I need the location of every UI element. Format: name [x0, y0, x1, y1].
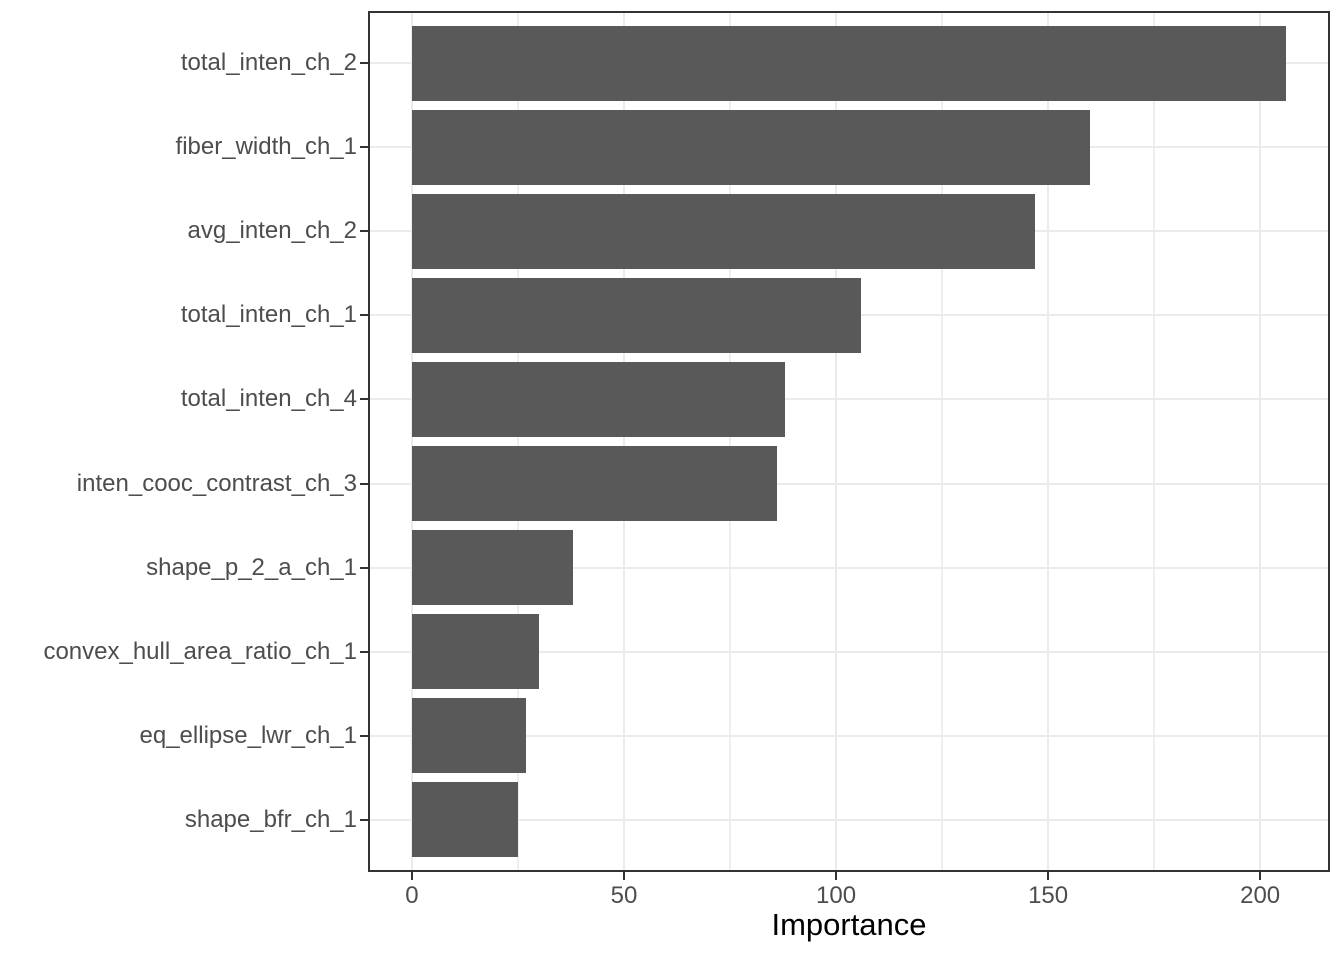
gridline-y-total_inten_ch_4: [370, 398, 1328, 401]
y-axis-label-shape_p_2_a_ch_1: shape_p_2_a_ch_1: [146, 553, 357, 581]
x-tick-100: [835, 872, 838, 880]
gridline-y-eq_ellipse_lwr_ch_1: [370, 734, 1328, 737]
x-tick-150: [1047, 872, 1050, 880]
x-tick-label-0: 0: [405, 882, 419, 909]
y-tick-avg_inten_ch_2: [360, 230, 368, 233]
bar-shape_bfr_ch_1: [411, 781, 518, 858]
x-axis-title: Importance: [771, 907, 927, 942]
y-axis-label-shape_bfr_ch_1: shape_bfr_ch_1: [184, 805, 357, 833]
y-tick-inten_cooc_contrast_ch_3: [360, 482, 368, 485]
bar-eq_ellipse_lwr_ch_1: [411, 697, 527, 774]
x-tick-label-50: 50: [610, 882, 638, 909]
y-tick-total_inten_ch_1: [360, 314, 368, 317]
gridline-x-major-0: [410, 13, 413, 870]
x-tick-0: [410, 872, 413, 880]
x-tick-label-100: 100: [816, 882, 857, 909]
gridline-x-major-150: [1047, 13, 1050, 870]
x-tick-label-200: 200: [1240, 882, 1281, 909]
bar-avg_inten_ch_2: [411, 193, 1036, 270]
bar-fiber_width_ch_1: [411, 109, 1091, 186]
gridline-x-major-200: [1259, 13, 1262, 870]
y-axis-label-fiber_width_ch_1: fiber_width_ch_1: [175, 133, 357, 161]
y-axis-label-avg_inten_ch_2: avg_inten_ch_2: [187, 217, 357, 245]
bar-total_inten_ch_1: [411, 277, 862, 354]
bar-shape_p_2_a_ch_1: [411, 529, 574, 606]
y-axis-label-eq_ellipse_lwr_ch_1: eq_ellipse_lwr_ch_1: [139, 721, 357, 749]
gridline-x-major-100: [835, 13, 838, 870]
bar-inten_cooc_contrast_ch_3: [411, 445, 777, 522]
gridline-y-convex_hull_area_ratio_ch_1: [370, 650, 1328, 653]
x-tick-200: [1259, 872, 1262, 880]
y-tick-total_inten_ch_4: [360, 398, 368, 401]
x-tick-50: [623, 872, 626, 880]
y-tick-shape_bfr_ch_1: [360, 818, 368, 821]
bar-total_inten_ch_2: [411, 25, 1286, 102]
gridline-x-minor-125: [941, 13, 944, 870]
bar-convex_hull_area_ratio_ch_1: [411, 613, 540, 690]
gridline-x-minor-75: [729, 13, 732, 870]
y-axis-label-total_inten_ch_4: total_inten_ch_4: [180, 385, 357, 413]
y-axis-label-inten_cooc_contrast_ch_3: inten_cooc_contrast_ch_3: [76, 469, 357, 497]
gridline-x-minor-25: [517, 13, 519, 870]
gridline-y-shape_p_2_a_ch_1: [370, 566, 1328, 569]
y-tick-total_inten_ch_2: [360, 62, 368, 65]
y-tick-shape_p_2_a_ch_1: [360, 566, 368, 569]
gridline-x-minor-175: [1153, 13, 1156, 870]
y-tick-convex_hull_area_ratio_ch_1: [360, 650, 368, 653]
plot-panel: [368, 11, 1330, 872]
bar-total_inten_ch_4: [411, 361, 786, 438]
y-tick-fiber_width_ch_1: [360, 146, 368, 149]
x-tick-label-150: 150: [1028, 882, 1069, 909]
gridline-y-shape_bfr_ch_1: [370, 818, 1328, 821]
y-axis-label-total_inten_ch_2: total_inten_ch_2: [180, 49, 357, 77]
gridline-x-major-50: [623, 13, 626, 870]
gridline-y-inten_cooc_contrast_ch_3: [370, 482, 1328, 485]
y-axis-label-total_inten_ch_1: total_inten_ch_1: [180, 301, 357, 329]
y-tick-eq_ellipse_lwr_ch_1: [360, 734, 368, 737]
y-axis-label-convex_hull_area_ratio_ch_1: convex_hull_area_ratio_ch_1: [43, 637, 357, 665]
